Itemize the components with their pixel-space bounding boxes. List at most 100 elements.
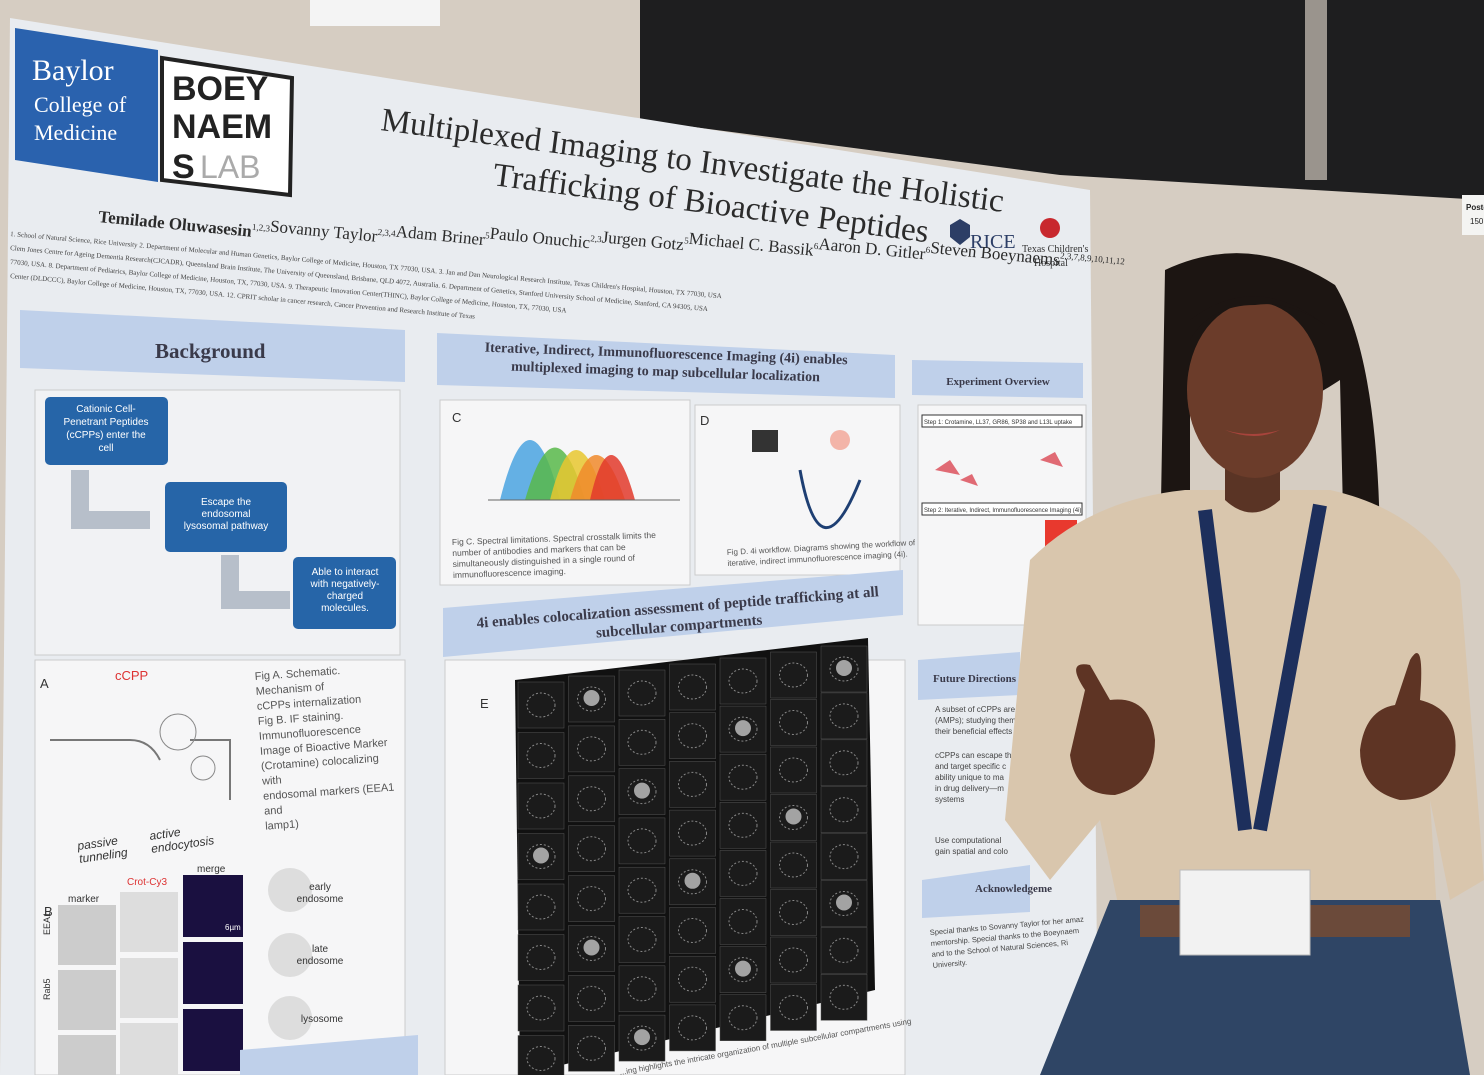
signal	[634, 1029, 650, 1046]
flow-text: Able to interact with negatively-charged m…	[310, 567, 380, 614]
fluorescence-tile	[568, 875, 615, 922]
signal	[735, 720, 751, 737]
spectrum	[590, 455, 635, 500]
fluorescence-tile	[669, 955, 716, 1003]
stage-label: lysosome	[301, 1014, 344, 1025]
cell-outline	[728, 909, 758, 934]
logo-text: S	[172, 148, 195, 186]
tch-logo	[1040, 218, 1060, 238]
signal	[836, 660, 852, 676]
fluorescence-tile	[820, 927, 868, 974]
fluorescence-tile	[517, 934, 565, 981]
fluorescence-tile	[820, 974, 868, 1021]
author-sup: 5	[684, 235, 690, 245]
logo-text: BOEY	[172, 70, 269, 108]
flow-box	[45, 397, 168, 465]
text-line: tunneling	[78, 845, 129, 866]
row-label: EEA1	[42, 912, 52, 935]
cell-outline	[627, 828, 657, 854]
column-label: merge	[197, 864, 226, 875]
cell-outline	[526, 945, 556, 970]
cell-outline	[678, 918, 707, 943]
baylor-logo	[15, 28, 158, 182]
signal	[533, 847, 549, 864]
vesicle	[268, 933, 312, 977]
column-label: marker	[68, 894, 100, 905]
stage-label: early endosome	[297, 882, 344, 905]
section-header	[918, 652, 1020, 700]
cell-outline	[627, 729, 657, 755]
cell-outline	[526, 692, 556, 718]
logo-text: Hospital	[1034, 258, 1068, 269]
cell-outline	[627, 877, 657, 903]
rice-shield	[950, 219, 970, 245]
cell-outline	[526, 995, 556, 1021]
cell-outline	[728, 860, 758, 886]
cell-outline	[526, 743, 556, 768]
cell-outline	[779, 947, 808, 973]
section-header	[443, 570, 903, 657]
text-line: their beneficial effects	[935, 727, 1012, 736]
left-hand	[1070, 664, 1155, 795]
fluorescence-tile	[618, 669, 666, 717]
fluorescence-tile	[770, 984, 817, 1031]
row-label: Rab5	[42, 978, 52, 1000]
signal	[735, 960, 751, 977]
column-label: Crot-Cy3	[127, 877, 167, 888]
fluorescence-tile	[618, 916, 666, 963]
fluorescence-tile	[517, 984, 565, 1032]
logo-text: LAB	[200, 149, 260, 185]
text-line: Mechanism of	[255, 681, 325, 698]
fluorescence-tile	[618, 719, 666, 766]
lab-logo	[160, 55, 295, 198]
fluorescence-tile	[669, 663, 716, 711]
signal	[785, 808, 802, 825]
micrograph	[183, 875, 243, 937]
cell-outline	[728, 1005, 758, 1031]
cell-outline	[678, 674, 707, 700]
author-sup: 6	[813, 241, 819, 251]
fluorescence-tile	[517, 782, 565, 830]
text-line: Use computational	[935, 836, 1001, 845]
fluorescence-tile	[669, 761, 716, 808]
panel-label: B	[44, 904, 53, 919]
fluorescence-tile	[669, 1004, 716, 1052]
cell-outline	[577, 936, 606, 961]
text-line: Fig A. Schematic.	[254, 665, 340, 683]
fluorescence-tile	[719, 850, 767, 897]
flow-box	[293, 557, 396, 629]
flow-text: Cationic Cell- Penetrant Peptides (cCPPs) …	[63, 404, 148, 454]
cell-outline	[779, 710, 808, 735]
membrane	[50, 739, 231, 800]
micrograph	[183, 942, 243, 1004]
cell-outline	[829, 797, 859, 823]
text-line: ability unique to ma	[935, 773, 1004, 782]
signal	[583, 690, 600, 706]
cell-outline	[577, 886, 606, 912]
micrograph	[120, 892, 178, 952]
figure-caption: Fig C. Spectral limitations. Spectral cr…	[452, 530, 658, 580]
cell-outline	[779, 662, 808, 688]
mouth	[1225, 430, 1280, 436]
fluorescence-tile	[770, 841, 817, 889]
cell-outline	[829, 984, 859, 1010]
micrograph	[58, 970, 116, 1030]
fluorescence-tile	[517, 883, 565, 931]
text-line: charged	[327, 591, 363, 602]
cell-outline	[577, 736, 606, 762]
cell-outline	[577, 985, 606, 1011]
cell-outline	[577, 786, 606, 812]
flow-arrow	[71, 470, 150, 529]
text-line: Penetrant Peptides	[63, 417, 148, 428]
cell-outline	[526, 793, 556, 819]
cell-outline	[627, 779, 657, 805]
spectra	[488, 440, 680, 501]
cell-outline	[526, 844, 556, 869]
cell-outline	[728, 716, 758, 742]
fluorescence-tile	[770, 651, 817, 699]
right-hand	[1360, 653, 1456, 800]
text-line: systems	[935, 795, 964, 804]
endosome	[190, 755, 216, 781]
fluorescence-tile	[669, 712, 716, 759]
fluorescence-tile	[517, 1035, 565, 1075]
